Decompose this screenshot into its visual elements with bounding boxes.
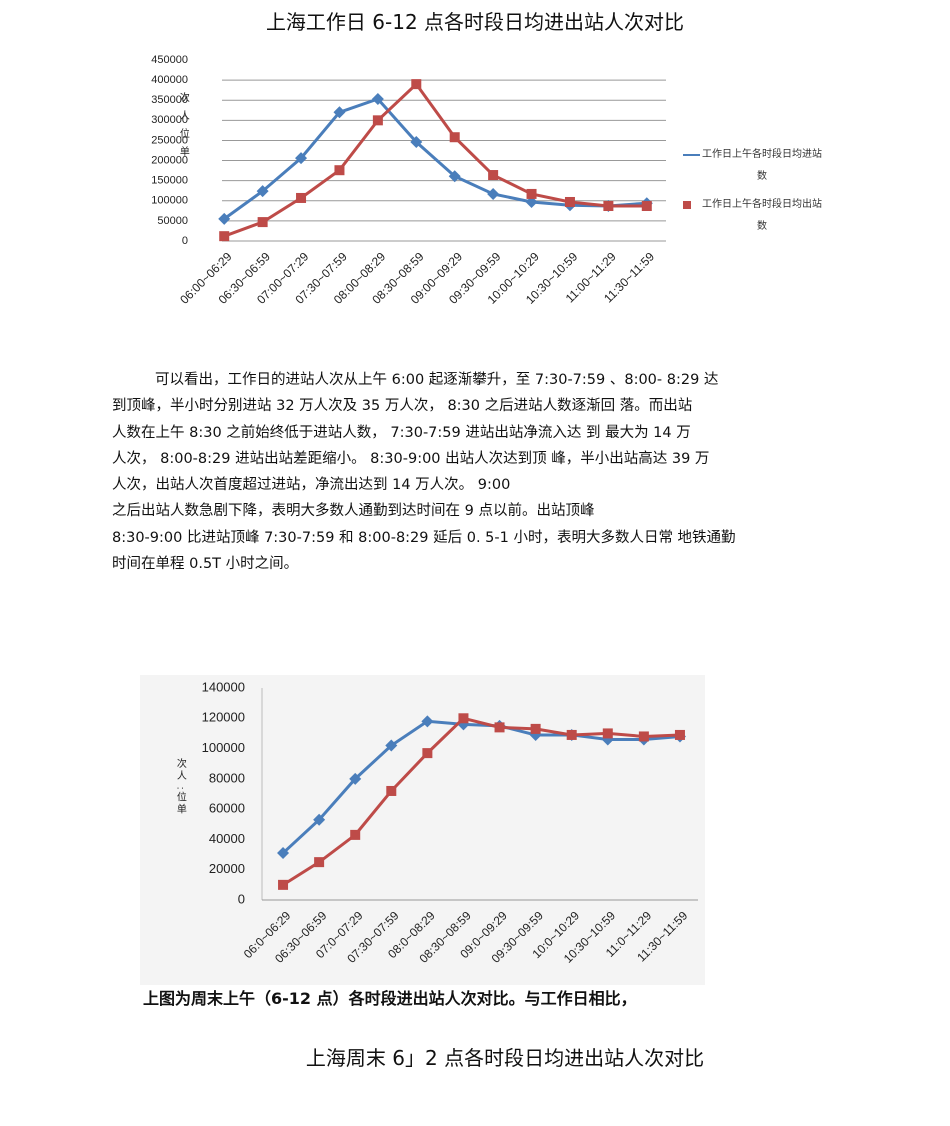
marker (494, 722, 505, 733)
marker (449, 132, 460, 143)
y-axis-label: 次人 :位单 (174, 757, 186, 816)
paragraph-line: 到顶峰，半小时分别进站 32 万人次及 35 万人次， 8:30 之后进站人数逐… (112, 398, 693, 414)
marker (295, 152, 308, 165)
chart-background (140, 675, 705, 985)
legend-marker (683, 201, 691, 209)
marker (385, 739, 398, 752)
marker (296, 192, 307, 203)
marker (257, 217, 268, 228)
marker (421, 715, 434, 728)
chart-title: 上海工作日 6-12 点各时段日均进出站人次对比 (265, 10, 685, 34)
marker (218, 212, 231, 225)
legend-entry: 工作日上午各时段日均进站数 (702, 149, 822, 182)
paragraph-line: 之后出站人数急剧下降，表明大多数人通勤到达时间在 9 点以前。出站顶峰 (112, 503, 595, 519)
marker (487, 187, 500, 200)
marker (256, 185, 269, 198)
y-tick-label: 100000 (151, 195, 188, 207)
marker (488, 170, 499, 181)
series-line (223, 97, 647, 221)
marker (334, 165, 345, 176)
paragraph-line: 人数在上午 8:30 之前始终低于进站人数， 7:30-7:59 进站出站净流入… (112, 425, 691, 441)
y-tick-label: 80000 (209, 770, 245, 785)
marker (278, 879, 289, 890)
marker (350, 829, 361, 840)
paragraph-line: 人次，出站人次首度超过进站，净流出达到 14 万人次。 9:00 (112, 477, 511, 493)
marker (641, 201, 652, 212)
series-line (282, 716, 681, 887)
marker (526, 188, 537, 199)
y-tick-label: 350000 (151, 94, 188, 106)
marker (564, 196, 575, 207)
y-tick-label: 50000 (157, 215, 188, 227)
marker (674, 729, 685, 740)
marker (458, 713, 469, 724)
marker (525, 195, 538, 208)
y-axis-label: 次人位单 (177, 91, 189, 164)
paragraph-line: 可以看出，工作日的进站人次从上午 6:00 起逐渐攀升，至 7:30-7:59 … (155, 372, 719, 388)
y-tick-label: 250000 (151, 134, 188, 146)
marker (530, 723, 541, 734)
y-tick-label: 100000 (202, 740, 245, 755)
marker (371, 93, 384, 106)
y-tick-label: 140000 (202, 679, 245, 694)
paragraph-line: 人次， 8:00-8:29 进站出站差距缩小。 8:30-9:00 出站人次达到… (112, 451, 710, 467)
y-tick-label: 60000 (209, 801, 245, 816)
marker (277, 847, 290, 860)
paragraph-line: 8:30-9:00 比进站顶峰 7:30-7:59 和 8:00-8:29 延后… (112, 530, 736, 546)
marker (638, 731, 649, 742)
marker (333, 106, 346, 119)
chart-title: 上海周末 6」2 点各时段日均进出站人次对比 (305, 1046, 705, 1070)
y-tick-label: 20000 (209, 861, 245, 876)
paragraph-line: 时间在单程 0.5T 小时之间。 (112, 556, 299, 572)
caption: 上图为周末上午（6-12 点）各时段进出站人次对比。与工作日相比， (143, 989, 637, 1008)
y-tick-label: 150000 (151, 175, 188, 187)
marker (602, 728, 613, 739)
marker (566, 729, 577, 740)
marker (372, 115, 383, 126)
y-tick-label: 0 (182, 235, 188, 247)
marker (313, 813, 326, 826)
marker (386, 785, 397, 796)
y-tick-label: 0 (238, 891, 245, 906)
marker (603, 201, 614, 212)
series-line (223, 81, 647, 238)
marker (411, 79, 422, 90)
y-tick-label: 300000 (151, 114, 188, 126)
marker (349, 772, 362, 785)
y-tick-label: 200000 (151, 154, 188, 166)
marker (448, 170, 461, 183)
marker (219, 231, 230, 242)
legend-entry: 工作日上午各时段日均出站数 (702, 199, 822, 232)
marker (422, 748, 433, 759)
y-tick-label: 400000 (151, 74, 188, 86)
y-tick-label: 40000 (209, 831, 245, 846)
y-tick-label: 120000 (202, 710, 245, 725)
y-tick-label: 450000 (151, 54, 188, 66)
marker (314, 857, 325, 868)
series-line (282, 719, 681, 855)
marker (410, 136, 423, 149)
